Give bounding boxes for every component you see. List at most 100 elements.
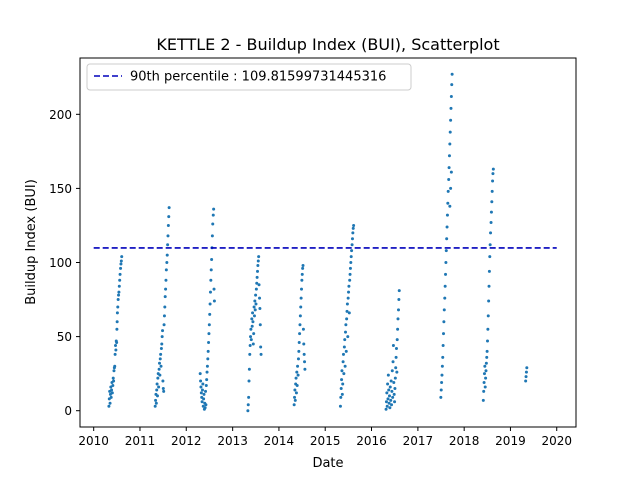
data-point (341, 382, 345, 386)
data-point (249, 338, 253, 342)
data-point (397, 289, 401, 293)
data-point (252, 314, 256, 318)
data-point (155, 394, 159, 398)
data-point (345, 302, 349, 306)
data-point (442, 308, 446, 312)
data-point (163, 295, 167, 299)
data-point (250, 317, 254, 321)
data-point (298, 332, 302, 336)
data-point (440, 364, 444, 368)
data-point (201, 382, 205, 386)
data-point (449, 95, 453, 99)
data-point (208, 312, 212, 316)
x-tick-label: 2011 (125, 434, 156, 448)
data-point (391, 343, 395, 347)
data-point (210, 258, 214, 262)
data-point (484, 369, 488, 373)
data-point (345, 317, 349, 321)
data-point (341, 360, 345, 364)
data-point (153, 404, 157, 408)
data-point (211, 222, 215, 226)
data-point (298, 323, 302, 327)
data-point (163, 305, 167, 309)
data-point (385, 391, 389, 395)
data-point (207, 341, 211, 345)
data-point (211, 213, 215, 217)
data-point (395, 370, 399, 374)
data-point (258, 296, 262, 300)
data-point (301, 263, 305, 267)
data-point (293, 398, 297, 402)
data-point (442, 332, 446, 336)
data-point (439, 395, 443, 399)
data-point (445, 237, 449, 241)
data-point (389, 379, 393, 383)
data-point (204, 403, 208, 407)
data-point (390, 369, 394, 373)
data-point (158, 361, 161, 365)
data-point (491, 167, 495, 171)
data-point (212, 287, 216, 291)
data-point (113, 364, 117, 368)
data-point (108, 401, 112, 405)
data-point (393, 376, 397, 380)
data-point (347, 290, 351, 294)
data-point (392, 381, 396, 385)
data-point (485, 355, 489, 359)
data-point (300, 287, 303, 291)
data-point (254, 302, 258, 306)
data-point (443, 284, 447, 288)
data-point (447, 166, 451, 170)
data-point (525, 366, 529, 370)
data-point (207, 332, 211, 336)
data-point (161, 379, 165, 383)
data-point (205, 370, 209, 374)
data-point (524, 370, 528, 374)
data-point (394, 355, 398, 359)
data-point (484, 376, 488, 380)
x-tick-label: 2020 (541, 434, 572, 448)
data-point (349, 255, 353, 259)
data-point (343, 338, 347, 342)
data-point (302, 352, 306, 356)
data-point (162, 323, 166, 327)
data-point (155, 382, 159, 386)
data-point (486, 339, 489, 343)
data-point (164, 278, 168, 282)
data-point (200, 400, 204, 404)
data-point (161, 329, 165, 333)
data-point (338, 404, 342, 408)
data-point (112, 369, 116, 373)
data-point (115, 341, 119, 345)
data-point (491, 172, 495, 176)
data-point (445, 225, 449, 229)
data-point (489, 220, 493, 224)
data-point (205, 364, 209, 368)
data-point (118, 272, 122, 276)
data-point (339, 395, 343, 399)
data-point (392, 392, 396, 396)
data-point (251, 311, 255, 315)
data-point (258, 323, 262, 327)
data-point (259, 345, 263, 349)
data-point (292, 403, 296, 407)
data-point (340, 378, 344, 382)
data-point (293, 395, 297, 399)
scatter-series (107, 72, 529, 413)
data-point (249, 335, 253, 339)
data-point (248, 352, 252, 356)
data-point (444, 249, 448, 253)
data-point (384, 400, 388, 404)
data-point (199, 379, 203, 383)
data-point (198, 372, 202, 376)
data-point (393, 400, 397, 404)
data-point (296, 357, 300, 361)
data-point (162, 314, 166, 318)
data-point (256, 263, 260, 267)
legend-label: 90th percentile : 109.81599731445316 (130, 70, 386, 85)
data-point (294, 376, 298, 380)
data-point (114, 343, 117, 347)
data-point (167, 215, 171, 219)
data-point (448, 142, 452, 146)
data-point (449, 118, 453, 122)
